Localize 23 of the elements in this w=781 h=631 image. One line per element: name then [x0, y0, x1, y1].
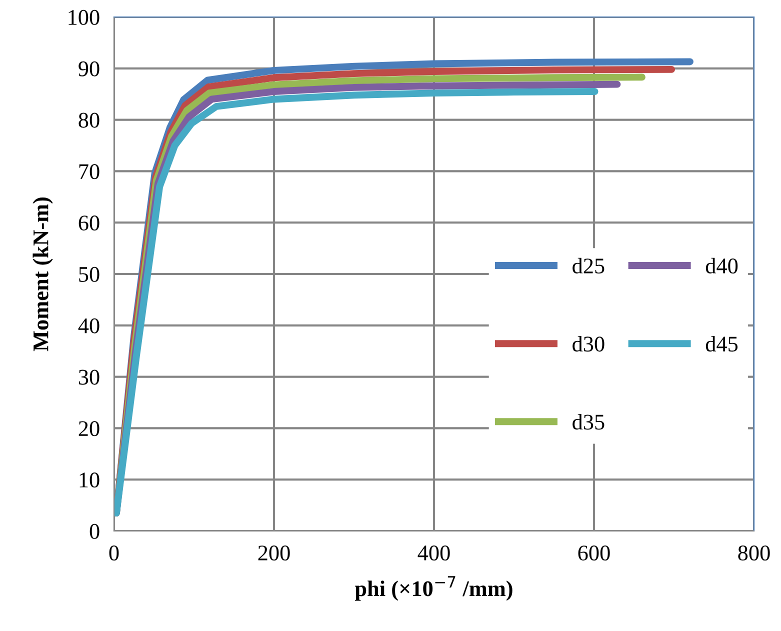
y-tick-label: 100: [68, 10, 100, 25]
y-tick-label: 80: [78, 112, 100, 128]
y-tick-label: 10: [80, 472, 100, 488]
y-tick-label: 20: [78, 421, 100, 436]
legend-label: d45: [706, 336, 738, 352]
x-tick-label: 0: [109, 546, 119, 561]
x-tick-label: 200: [258, 546, 290, 561]
legend-label: d30: [572, 336, 604, 352]
x-tick-label: 400: [418, 546, 450, 561]
y-axis-title: Moment (kN-m): [32, 198, 53, 352]
legend-label: d25: [572, 258, 604, 274]
y-tick-label: 60: [78, 216, 100, 231]
x-axis-title: phi (×10$^{−7}$ /mm): [354, 576, 512, 601]
y-tick-label: 0: [90, 524, 100, 539]
y-tick-label: 50: [79, 266, 100, 282]
legend-label: d35: [572, 414, 604, 430]
y-tick-label: 40: [78, 318, 100, 334]
x-tick-label: 600: [578, 546, 610, 561]
y-tick-label: 70: [79, 164, 100, 180]
y-tick-label: 90: [78, 61, 100, 76]
legend-label: d40: [706, 258, 738, 274]
x-tick-label: 800: [738, 546, 770, 561]
y-tick-label: 30: [78, 370, 100, 385]
